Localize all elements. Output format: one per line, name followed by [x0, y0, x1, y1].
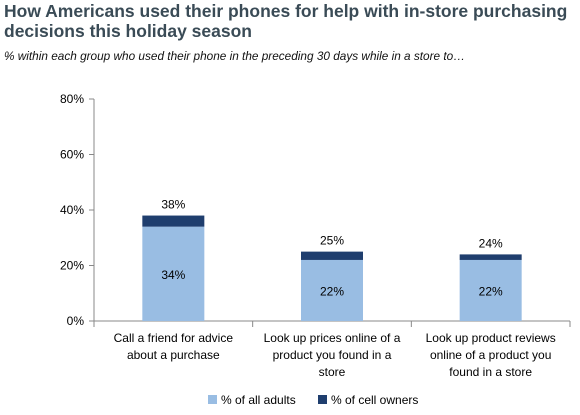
- chart-subtitle: % within each group who used their phone…: [4, 49, 466, 63]
- category-label: about a purchase: [127, 348, 220, 362]
- legend-label-all-adults: % of all adults: [221, 393, 296, 407]
- data-label-cell-owners: 38%: [161, 198, 185, 212]
- category-label: Call a friend for advice: [114, 331, 234, 345]
- y-tick-label: 0%: [67, 314, 85, 328]
- y-tick-label: 40%: [60, 203, 84, 217]
- chart-title: How Americans used their phones for help…: [4, 1, 568, 41]
- data-label-all-adults: 22%: [479, 284, 503, 298]
- category-label: Look up product reviews: [426, 331, 556, 345]
- y-tick-label: 20%: [60, 259, 84, 273]
- y-tick-label: 80%: [60, 92, 84, 106]
- category-label: product you found in a: [273, 348, 392, 362]
- bar-all-adults: [142, 226, 205, 321]
- legend-swatch-all-adults: [208, 395, 217, 404]
- legend-swatch-cell-owners: [318, 395, 327, 404]
- category-label: store: [319, 365, 346, 379]
- y-tick-label: 60%: [60, 148, 84, 162]
- bar-all-adults: [459, 259, 522, 321]
- bar-all-adults: [301, 259, 363, 321]
- data-label-cell-owners: 24%: [479, 236, 503, 250]
- category-label: Look up prices online of a: [264, 331, 401, 345]
- bar-cell-owners: [301, 251, 363, 260]
- data-label-all-adults: 22%: [320, 284, 344, 298]
- bar-cell-owners: [459, 254, 522, 260]
- category-label: online of a product you: [430, 348, 551, 362]
- category-label: found in a store: [449, 365, 532, 379]
- data-label-all-adults: 34%: [161, 268, 185, 282]
- bar-cell-owners: [142, 215, 205, 227]
- data-label-cell-owners: 25%: [320, 234, 344, 248]
- legend-label-cell-owners: % of cell owners: [331, 393, 418, 407]
